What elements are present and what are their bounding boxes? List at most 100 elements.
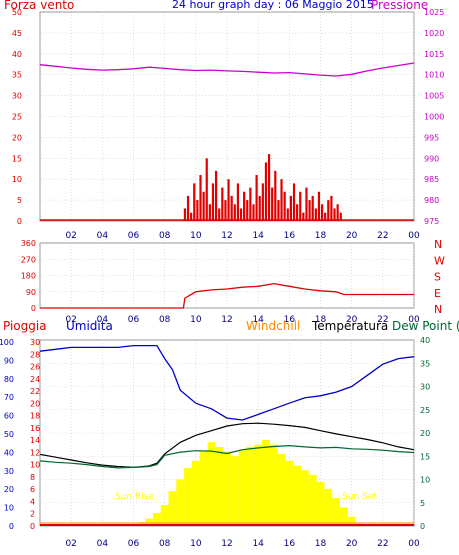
radiation-bar	[230, 456, 239, 526]
windchill-legend: Windchill	[246, 319, 301, 333]
rain-y-tick: 4	[30, 497, 35, 506]
dewpoint-line	[39, 444, 415, 469]
radiation-bar	[308, 474, 317, 526]
x-tick-label: 00	[408, 539, 420, 549]
wind-bar	[183, 208, 187, 221]
wind-bar	[190, 212, 193, 221]
direction-y-tick: 360	[21, 239, 36, 248]
rain-y-tick: 8	[30, 473, 35, 482]
radiation-bar	[324, 488, 333, 526]
x-tick-label: 18	[315, 315, 327, 325]
pressure-y-tick: 980	[424, 196, 439, 205]
wind-bar	[277, 200, 280, 221]
rain-y-tick: 18	[30, 412, 40, 421]
wind-bar	[308, 200, 311, 221]
humidity-y-tick: 80	[4, 375, 14, 384]
wind-bar	[299, 191, 302, 221]
humidity-y-tick: 70	[4, 393, 14, 402]
wind-bar	[289, 195, 292, 221]
rain-y-tick: 30	[30, 338, 40, 347]
wind-bar	[274, 170, 277, 221]
radiation-bar	[262, 439, 270, 526]
wind-speed-legend: Forza vento	[4, 0, 75, 12]
x-tick-label: 12	[221, 231, 232, 241]
wind-bar	[196, 200, 199, 221]
temperature-y-tick: 0	[420, 522, 425, 531]
wind-y-tick: 15	[12, 154, 22, 163]
wind-bar	[292, 183, 296, 221]
wind-bar	[230, 195, 233, 221]
wind-bar	[317, 191, 321, 221]
direction-y-tick: 180	[21, 272, 36, 281]
wind-bar	[255, 175, 258, 221]
radiation-bar	[254, 444, 263, 526]
humidity-y-tick: 10	[4, 504, 14, 513]
compass-label: S	[434, 271, 441, 284]
wind-bar	[311, 195, 314, 221]
radiation-bar	[285, 460, 294, 526]
wind-bar	[267, 154, 271, 221]
wind-bar	[252, 204, 255, 221]
rain-y-tick: 28	[30, 350, 40, 359]
wind-bar	[193, 183, 196, 221]
x-tick-label: 08	[159, 315, 171, 325]
humidity-y-tick: 100	[0, 338, 14, 347]
sunset-annotation: Sun Set	[342, 492, 377, 502]
rain-y-tick: 16	[30, 424, 40, 433]
pressure-y-tick: 1000	[424, 113, 444, 122]
humidity-y-tick: 50	[4, 430, 14, 439]
compass-label: N	[434, 303, 442, 316]
humidity-y-tick: 0	[9, 522, 14, 531]
wind-bar	[249, 187, 252, 221]
pressure-y-tick: 995	[424, 133, 439, 142]
temperature-y-tick: 40	[420, 336, 430, 345]
wind-y-tick: 50	[12, 8, 22, 17]
radiation-bar	[184, 467, 192, 526]
wind-y-tick: 10	[12, 175, 22, 184]
compass-label: W	[434, 254, 445, 267]
x-tick-label: 02	[65, 315, 76, 325]
humidity-y-tick: 90	[4, 356, 14, 365]
radiation-bar	[293, 465, 302, 526]
x-tick-label: 10	[190, 231, 202, 241]
humidity-y-tick: 30	[4, 467, 14, 476]
rain-legend: Pioggia	[3, 319, 47, 333]
wind-bar	[243, 191, 246, 221]
radiation-bar	[238, 449, 247, 526]
wind-bar	[236, 183, 240, 221]
rain-y-tick: 0	[30, 522, 35, 531]
rain-y-tick: 26	[30, 363, 40, 372]
radiation-bar	[199, 451, 208, 526]
wind-bar	[283, 191, 286, 221]
x-tick-label: 12	[221, 539, 232, 549]
wind-bar	[199, 175, 202, 221]
pressure-y-tick: 985	[424, 175, 439, 184]
wind-direction-line	[40, 282, 414, 309]
x-tick-label: 16	[284, 315, 296, 325]
pressure-y-tick: 975	[424, 217, 439, 226]
wind-bar	[186, 195, 190, 221]
pressure-y-tick: 990	[424, 154, 439, 163]
rain-y-tick: 2	[30, 510, 35, 519]
wind-bar	[327, 200, 330, 221]
radiation-bar	[168, 491, 177, 526]
x-tick-label: 00	[408, 315, 420, 325]
x-tick-label: 22	[377, 315, 388, 325]
x-tick-label: 14	[252, 539, 264, 549]
radiation-bar	[152, 512, 161, 526]
humidity-legend: Umidita	[66, 319, 113, 333]
radiation-bar	[316, 481, 325, 526]
wind-bar	[314, 208, 317, 221]
wind-bar	[264, 162, 268, 221]
x-tick-label: 00	[408, 231, 420, 241]
temperature-y-tick: 10	[420, 476, 430, 485]
wind-bar	[302, 212, 305, 221]
wind-bar	[233, 204, 236, 221]
x-tick-label: 04	[97, 231, 109, 241]
radiation-bar	[223, 451, 231, 526]
wind-bar	[324, 212, 327, 221]
pressure-y-tick: 1005	[424, 92, 444, 101]
wind-y-tick: 20	[12, 133, 22, 142]
